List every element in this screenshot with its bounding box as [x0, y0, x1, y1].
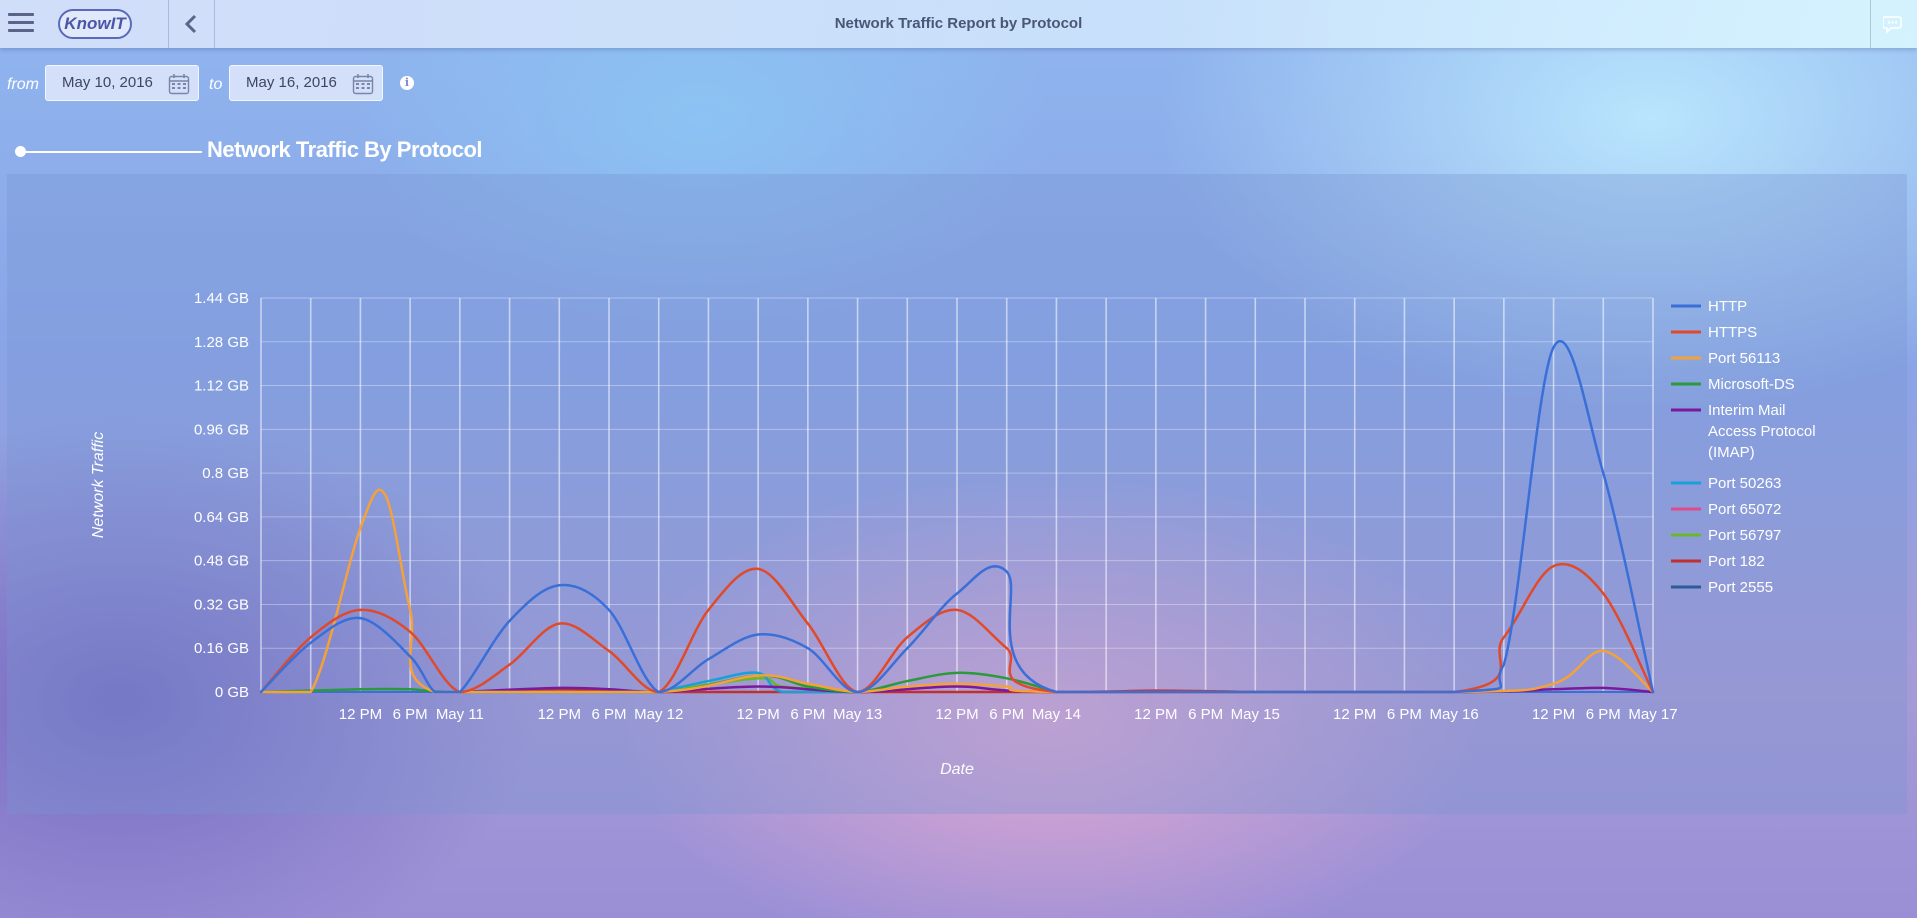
x-tick-label: May 16: [1430, 706, 1479, 723]
series-line-port-50263: [657, 671, 859, 694]
x-tick-label: 12 PM: [1532, 706, 1575, 723]
series-line-http: [259, 339, 1655, 694]
y-tick-label: 0.48 GB: [194, 553, 249, 570]
x-tick-label: May 12: [634, 706, 683, 723]
y-tick-label: 1.12 GB: [194, 378, 249, 395]
x-tick-label: 12 PM: [1134, 706, 1177, 723]
calendar-icon[interactable]: [168, 73, 190, 95]
from-date-value: May 10, 2016: [62, 74, 153, 91]
chat-bubbles-icon: [1883, 16, 1902, 34]
y-tick-label: 1.44 GB: [194, 290, 249, 307]
x-tick-label: May 17: [1628, 706, 1677, 723]
legend-label: Microsoft-DS: [1708, 376, 1795, 393]
back-button[interactable]: [169, 0, 215, 48]
chevron-left-icon: [184, 14, 197, 34]
section-divider: [22, 151, 202, 153]
y-tick-label: 0.64 GB: [194, 509, 249, 526]
legend-label: Interim Mail: [1708, 402, 1786, 419]
x-tick-label: 6 PM: [989, 706, 1024, 723]
section-marker: [15, 146, 26, 157]
legend-label: (IMAP): [1708, 444, 1755, 461]
x-tick-label: 12 PM: [339, 706, 382, 723]
to-label: to: [209, 76, 223, 93]
y-tick-label: 1.28 GB: [194, 334, 249, 351]
legend-label: Port 50263: [1708, 475, 1781, 492]
page-title: Network Traffic Report by Protocol: [834, 15, 1083, 32]
x-tick-label: 12 PM: [935, 706, 978, 723]
y-tick-label: 0.8 GB: [202, 465, 249, 482]
to-date-input[interactable]: May 16, 2016: [229, 65, 383, 101]
legend-label: HTTPS: [1708, 324, 1757, 341]
x-tick-label: 6 PM: [393, 706, 428, 723]
legend-label: Port 182: [1708, 553, 1765, 570]
x-tick-label: 6 PM: [1387, 706, 1422, 723]
x-tick-label: 6 PM: [1188, 706, 1223, 723]
series-line-interim-mail-access-protocol-imap: [458, 685, 1655, 694]
to-date-value: May 16, 2016: [246, 74, 337, 91]
legend-label: Port 65072: [1708, 501, 1781, 518]
y-axis-title: Network Traffic: [90, 432, 107, 538]
from-date-input[interactable]: May 10, 2016: [45, 65, 199, 101]
x-tick-label: 6 PM: [1586, 706, 1621, 723]
from-label: from: [7, 76, 39, 93]
x-tick-label: May 13: [833, 706, 882, 723]
y-tick-label: 0 GB: [215, 684, 249, 701]
legend-label: Port 56797: [1708, 527, 1781, 544]
info-icon[interactable]: i: [400, 76, 414, 90]
calendar-icon[interactable]: [352, 73, 374, 95]
y-tick-label: 0.32 GB: [194, 596, 249, 613]
legend-label: Access Protocol: [1708, 423, 1816, 440]
y-tick-label: 0.96 GB: [194, 421, 249, 438]
chat-button[interactable]: [1870, 0, 1917, 48]
y-tick-label: 0.16 GB: [194, 640, 249, 657]
x-tick-label: 12 PM: [538, 706, 581, 723]
x-tick-label: 6 PM: [790, 706, 825, 723]
legend-label: HTTP: [1708, 298, 1747, 315]
x-tick-label: May 15: [1231, 706, 1280, 723]
x-axis-title: Date: [940, 761, 974, 778]
chart-panel: 0 GB 0.16 GB 0.32 GB 0.48 GB 0.64 GB 0.8 GB 0.…: [7, 174, 1907, 814]
logo-container[interactable]: KnowIT: [42, 0, 169, 48]
top-bar: KnowIT Network Traffic Report by Protoco…: [0, 0, 1917, 48]
x-tick-label: May 11: [436, 706, 484, 723]
x-tick-label: May 14: [1032, 706, 1081, 723]
x-tick-label: 12 PM: [736, 706, 779, 723]
section-title: Network Traffic By Protocol: [207, 137, 483, 162]
x-tick-label: 6 PM: [591, 706, 626, 723]
hamburger-icon[interactable]: [0, 0, 42, 48]
knowit-logo[interactable]: KnowIT: [58, 9, 132, 39]
network-traffic-chart: 0 GB 0.16 GB 0.32 GB 0.48 GB 0.64 GB 0.8 GB 0.…: [90, 290, 1816, 778]
x-tick-label: 12 PM: [1333, 706, 1376, 723]
legend-label: Port 56113: [1708, 350, 1780, 367]
legend-label: Port 2555: [1708, 579, 1773, 596]
